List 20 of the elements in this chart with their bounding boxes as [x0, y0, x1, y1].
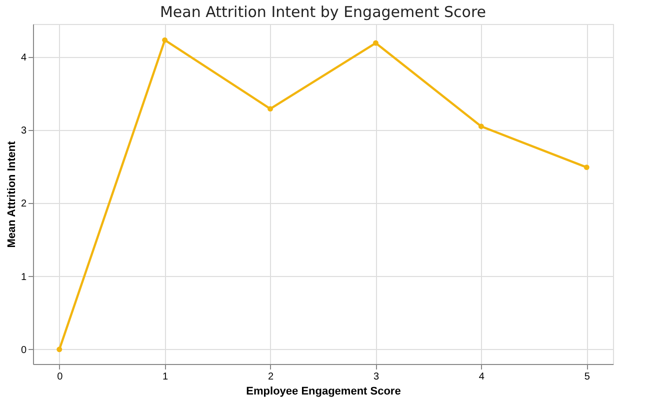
- y-tick-label: 0: [20, 344, 27, 356]
- y-tick-label: 4: [20, 52, 27, 64]
- x-tick-label: 1: [162, 372, 169, 382]
- y-tick-label: 3: [20, 126, 27, 137]
- point: [268, 106, 274, 112]
- x-tick-label: 4: [478, 372, 485, 382]
- y-tick-label: 1: [20, 272, 27, 283]
- point: [162, 37, 168, 43]
- x-tick-label: 5: [584, 372, 590, 382]
- x-tick-label: 0: [57, 372, 64, 382]
- point: [584, 164, 590, 170]
- point: [56, 346, 62, 352]
- y-tick-label: 2: [20, 198, 27, 210]
- point: [372, 40, 378, 46]
- x-tick-label: 2: [268, 372, 274, 382]
- chart-title: Mean Attrition Intent by Engagement Score: [160, 3, 486, 21]
- y-axis-title: Mean Attrition Intent: [6, 140, 18, 248]
- x-axis-title: Employee Engagement Score: [246, 386, 401, 398]
- x-tick-label: 3: [373, 372, 380, 382]
- point: [478, 124, 484, 130]
